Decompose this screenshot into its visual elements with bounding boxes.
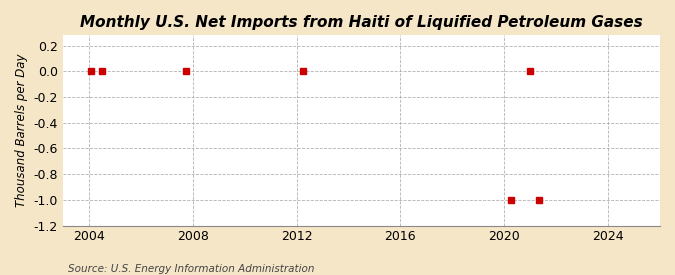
Title: Monthly U.S. Net Imports from Haiti of Liquified Petroleum Gases: Monthly U.S. Net Imports from Haiti of L… [80, 15, 643, 30]
Text: Source: U.S. Energy Information Administration: Source: U.S. Energy Information Administ… [68, 264, 314, 274]
Y-axis label: Thousand Barrels per Day: Thousand Barrels per Day [15, 54, 28, 207]
